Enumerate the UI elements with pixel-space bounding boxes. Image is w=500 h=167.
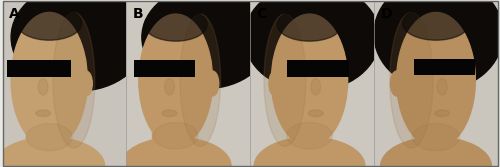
Ellipse shape [0,137,104,167]
Ellipse shape [17,6,82,40]
Bar [414,59,476,75]
Ellipse shape [269,71,281,96]
Ellipse shape [402,6,469,40]
Ellipse shape [180,14,220,146]
Bar [26,117,53,166]
Text: A: A [8,8,20,21]
Ellipse shape [80,71,92,96]
Ellipse shape [277,8,342,41]
Ellipse shape [162,110,177,117]
Ellipse shape [11,0,146,91]
Ellipse shape [120,137,231,167]
Ellipse shape [144,8,207,41]
Ellipse shape [244,0,380,91]
Ellipse shape [308,110,323,117]
Bar [292,117,320,166]
Ellipse shape [396,12,475,148]
Ellipse shape [380,137,492,167]
Ellipse shape [53,12,95,148]
Ellipse shape [390,12,433,148]
Ellipse shape [412,124,460,151]
Ellipse shape [36,110,51,117]
Ellipse shape [286,123,333,149]
Bar [288,60,349,77]
Text: C: C [256,8,267,21]
Ellipse shape [206,71,219,96]
Text: D: D [380,8,392,21]
Ellipse shape [26,124,72,151]
Bar [152,120,180,166]
Ellipse shape [154,123,198,149]
Ellipse shape [435,110,450,117]
Bar [418,120,444,166]
Ellipse shape [374,0,500,90]
Ellipse shape [264,14,306,146]
Bar [134,60,196,77]
Ellipse shape [254,137,365,167]
Bar [8,60,72,77]
Ellipse shape [390,71,403,96]
Ellipse shape [272,14,347,146]
Text: B: B [132,8,143,21]
Ellipse shape [437,78,447,95]
Ellipse shape [139,14,212,146]
Ellipse shape [142,0,271,89]
Ellipse shape [164,78,174,95]
Ellipse shape [311,78,320,95]
Ellipse shape [38,78,48,95]
Ellipse shape [11,12,88,148]
